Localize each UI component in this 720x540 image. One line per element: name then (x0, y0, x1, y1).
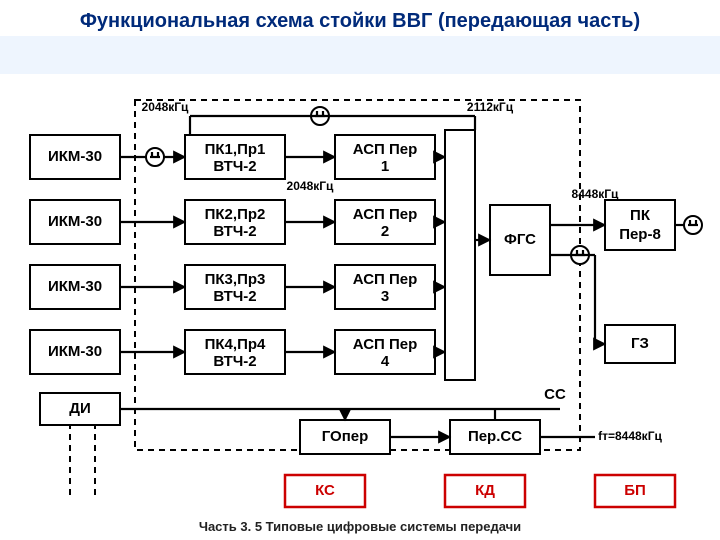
asp-l1-0: АСП Пер (353, 141, 418, 158)
freq-2112: 2112кГц (467, 100, 514, 114)
pk-l2-2: ВТЧ-2 (213, 288, 256, 305)
freq-2048-mid: 2048кГц (287, 179, 335, 193)
asp-l2-3: 4 (381, 353, 390, 370)
asp-l2-2: 3 (381, 288, 389, 305)
ss-label: СС (544, 386, 566, 403)
pk-l2-3: ВТЧ-2 (213, 353, 256, 370)
pk-l2-0: ВТЧ-2 (213, 158, 256, 175)
asp-l1-2: АСП Пер (353, 271, 418, 288)
gz-label: ГЗ (631, 335, 649, 352)
goper-label: ГОпер (322, 428, 369, 445)
kd-label: КД (475, 482, 495, 499)
asp-l1-3: АСП Пер (353, 336, 418, 353)
diagram-svg: 2048кГц2112кГцИКМ-30ПК1,Пр1ВТЧ-2АСП Пер1… (0, 0, 720, 540)
fgs-label: ФГС (504, 231, 536, 248)
pk-l1-2: ПК3,Пр3 (205, 271, 266, 288)
freq-ft: fт=8448кГц (598, 429, 662, 443)
pkper-l2: Пер-8 (619, 226, 661, 243)
ikm-label-1: ИКМ-30 (48, 213, 102, 230)
ikm-label-3: ИКМ-30 (48, 343, 102, 360)
freq-8448: 8448кГц (572, 187, 620, 201)
asp-l2-0: 1 (381, 158, 389, 175)
pkper-l1: ПК (630, 207, 651, 224)
pk-l1-3: ПК4,Пр4 (205, 336, 266, 353)
asp-l2-1: 2 (381, 223, 389, 240)
pk-l2-1: ВТЧ-2 (213, 223, 256, 240)
perss-label: Пер.СС (468, 428, 522, 445)
freq-2048-top: 2048кГц (142, 100, 190, 114)
ikm-label-0: ИКМ-30 (48, 148, 102, 165)
pk-l1-1: ПК2,Пр2 (205, 206, 266, 223)
bp-label: БП (624, 482, 646, 499)
ks-label: КС (315, 482, 335, 499)
asp-l1-1: АСП Пер (353, 206, 418, 223)
pk-l1-0: ПК1,Пр1 (205, 141, 266, 158)
mux (445, 130, 475, 380)
ikm-label-2: ИКМ-30 (48, 278, 102, 295)
di-label: ДИ (69, 400, 90, 417)
